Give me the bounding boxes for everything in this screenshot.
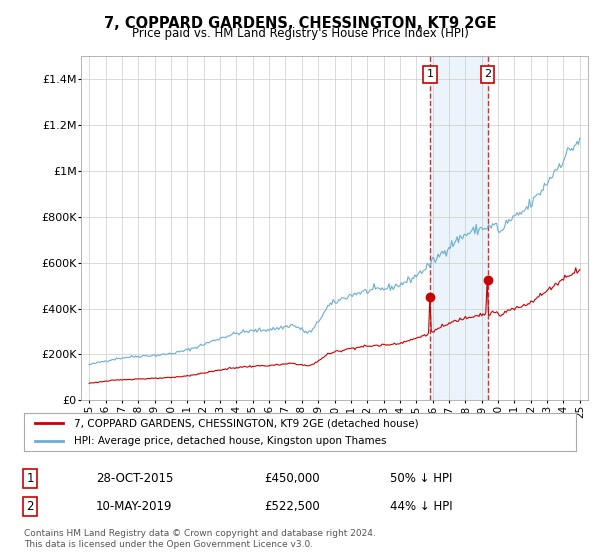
Text: 2: 2: [484, 69, 491, 80]
Text: £522,500: £522,500: [264, 500, 320, 514]
Text: 10-MAY-2019: 10-MAY-2019: [96, 500, 173, 514]
Text: 7, COPPARD GARDENS, CHESSINGTON, KT9 2GE: 7, COPPARD GARDENS, CHESSINGTON, KT9 2GE: [104, 16, 496, 31]
Text: 44% ↓ HPI: 44% ↓ HPI: [390, 500, 452, 514]
Text: 1: 1: [427, 69, 433, 80]
Text: 7, COPPARD GARDENS, CHESSINGTON, KT9 2GE (detached house): 7, COPPARD GARDENS, CHESSINGTON, KT9 2GE…: [74, 418, 418, 428]
Text: 1: 1: [26, 472, 34, 486]
Bar: [430, 56, 488, 400]
Text: Contains HM Land Registry data © Crown copyright and database right 2024.
This d: Contains HM Land Registry data © Crown c…: [24, 529, 376, 549]
Text: 28-OCT-2015: 28-OCT-2015: [96, 472, 173, 486]
Text: 50% ↓ HPI: 50% ↓ HPI: [390, 472, 452, 486]
Text: 2: 2: [26, 500, 34, 514]
Text: HPI: Average price, detached house, Kingston upon Thames: HPI: Average price, detached house, King…: [74, 436, 386, 446]
Text: £450,000: £450,000: [264, 472, 320, 486]
Text: Price paid vs. HM Land Registry's House Price Index (HPI): Price paid vs. HM Land Registry's House …: [131, 27, 469, 40]
